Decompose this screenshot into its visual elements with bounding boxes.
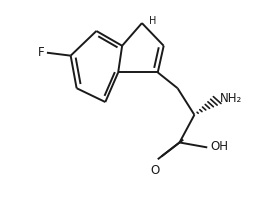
Text: OH: OH <box>210 140 228 153</box>
Text: NH₂: NH₂ <box>220 92 242 104</box>
Text: O: O <box>150 164 160 177</box>
Text: H: H <box>148 16 156 26</box>
Text: F: F <box>38 46 44 59</box>
